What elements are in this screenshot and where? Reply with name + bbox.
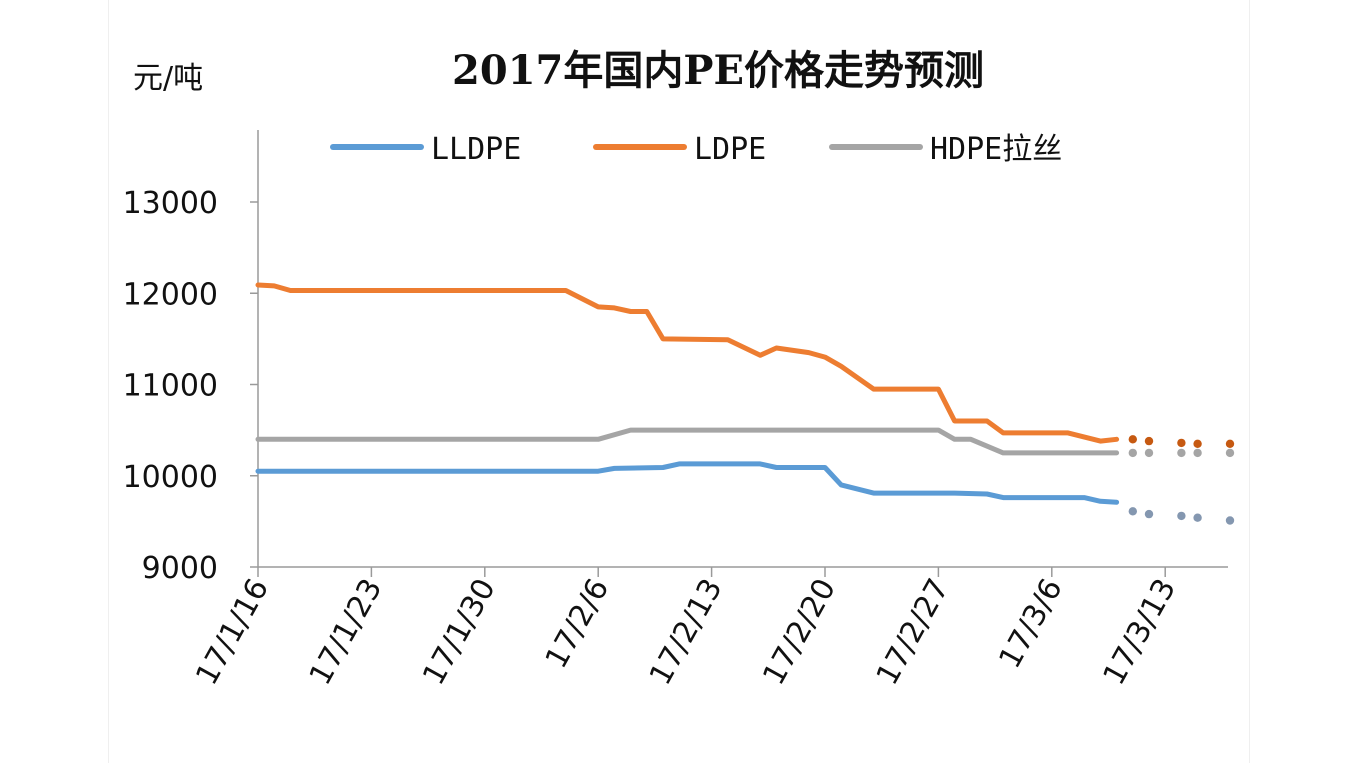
forecast-point-ldpe	[1128, 435, 1138, 444]
y-axis-unit-label: 元/吨	[133, 61, 203, 96]
x-tick-label: 17/2/20	[756, 573, 843, 691]
forecast-point-hdpe	[1144, 448, 1154, 458]
forecast-point-hdpe	[1225, 448, 1235, 458]
series-line-lldpe	[255, 461, 1120, 505]
x-tick-label: 17/3/6	[992, 573, 1069, 674]
y-tick-label: 9000	[142, 551, 218, 586]
forecast-point-lldpe	[1144, 509, 1154, 519]
x-tick-label: 17/1/30	[416, 573, 503, 691]
y-tick-label: 12000	[123, 277, 218, 312]
legend: LLDPE LDPE HDPE拉丝	[330, 132, 1062, 167]
forecast-point-hdpe	[1193, 448, 1202, 458]
forecast-point-ldpe	[1193, 439, 1202, 448]
series-layer	[255, 282, 1235, 525]
legend-label-ldpe: LDPE	[694, 132, 766, 167]
x-tick-label: 17/1/16	[189, 573, 276, 691]
x-tick-label: 17/1/23	[303, 573, 390, 691]
forecast-point-ldpe	[1177, 438, 1186, 448]
forecast-point-lldpe	[1128, 507, 1138, 516]
forecast-point-hdpe	[1177, 448, 1186, 458]
legend-label-lldpe: LLDPE	[431, 132, 521, 167]
x-tick-label: 17/2/27	[870, 573, 957, 691]
forecast-point-ldpe	[1144, 436, 1154, 446]
legend-label-hdpe: HDPE拉丝	[930, 132, 1062, 167]
x-tick-label: 17/2/13	[643, 573, 730, 691]
x-tick-label: 17/2/6	[539, 573, 616, 674]
chart-title: 2017年国内PE价格走势预测	[452, 47, 984, 94]
series-line-hdpe	[255, 427, 1120, 456]
series-line-ldpe	[255, 282, 1120, 444]
forecast-point-lldpe	[1193, 513, 1202, 522]
forecast-point-lldpe	[1225, 516, 1235, 525]
y-tick-label: 11000	[123, 369, 218, 404]
y-tick-label: 10000	[123, 460, 218, 495]
forecast-point-ldpe	[1225, 439, 1235, 448]
chart-frame	[108, 0, 1250, 763]
forecast-point-lldpe	[1177, 511, 1186, 521]
y-tick-label: 13000	[123, 186, 218, 221]
forecast-point-hdpe	[1128, 448, 1138, 458]
x-tick-label: 17/3/13	[1097, 573, 1184, 691]
